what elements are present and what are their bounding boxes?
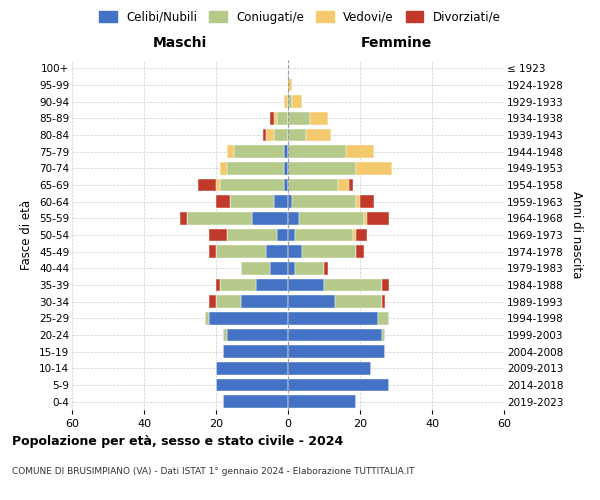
Bar — [288, 112, 310, 124]
Bar — [288, 96, 292, 108]
Bar — [288, 179, 338, 192]
Bar — [378, 312, 389, 324]
Bar — [252, 212, 288, 224]
Bar — [306, 129, 331, 141]
Bar — [288, 246, 302, 258]
Bar — [209, 296, 216, 308]
Bar — [241, 296, 288, 308]
Bar — [338, 179, 349, 192]
Bar — [292, 196, 356, 208]
Bar — [230, 196, 274, 208]
Bar — [288, 196, 292, 208]
Bar — [220, 179, 284, 192]
Bar — [234, 146, 284, 158]
Bar — [227, 162, 284, 174]
Bar — [356, 196, 360, 208]
Bar — [382, 329, 385, 341]
Bar — [349, 179, 353, 192]
Bar — [256, 279, 288, 291]
Bar — [284, 162, 288, 174]
Bar — [220, 279, 256, 291]
Bar — [198, 179, 216, 192]
Bar — [335, 296, 382, 308]
Bar — [356, 229, 367, 241]
Bar — [288, 146, 346, 158]
Bar — [288, 379, 389, 391]
Bar — [356, 162, 392, 174]
Bar — [382, 296, 385, 308]
Bar — [209, 312, 288, 324]
Bar — [277, 229, 288, 241]
Bar — [288, 396, 356, 408]
Bar — [324, 262, 328, 274]
Bar — [284, 96, 288, 108]
Bar — [360, 196, 374, 208]
Bar — [364, 212, 367, 224]
Bar — [180, 212, 187, 224]
Bar — [263, 129, 266, 141]
Bar — [324, 279, 382, 291]
Bar — [288, 312, 378, 324]
Bar — [227, 146, 234, 158]
Bar — [292, 96, 302, 108]
Bar — [209, 229, 227, 241]
Bar — [216, 279, 220, 291]
Bar — [288, 329, 382, 341]
Bar — [216, 362, 288, 374]
Bar — [223, 346, 288, 358]
Bar — [227, 329, 288, 341]
Bar — [295, 262, 324, 274]
Bar — [295, 229, 353, 241]
Bar — [288, 229, 295, 241]
Bar — [288, 212, 299, 224]
Bar — [216, 246, 266, 258]
Bar — [187, 212, 252, 224]
Bar — [288, 262, 295, 274]
Bar — [367, 212, 389, 224]
Bar — [266, 246, 288, 258]
Bar — [227, 229, 277, 241]
Bar — [274, 196, 288, 208]
Bar — [382, 279, 389, 291]
Bar — [216, 179, 220, 192]
Bar — [346, 146, 374, 158]
Bar — [288, 79, 292, 92]
Bar — [274, 129, 288, 141]
Bar — [302, 246, 356, 258]
Text: Femmine: Femmine — [361, 36, 431, 50]
Bar — [270, 262, 288, 274]
Bar — [353, 229, 356, 241]
Bar — [288, 346, 385, 358]
Y-axis label: Anni di nascita: Anni di nascita — [570, 192, 583, 278]
Bar — [284, 146, 288, 158]
Bar — [270, 112, 274, 124]
Text: Maschi: Maschi — [153, 36, 207, 50]
Bar — [209, 246, 216, 258]
Bar — [284, 179, 288, 192]
Bar — [288, 279, 324, 291]
Bar — [216, 379, 288, 391]
Bar — [266, 129, 274, 141]
Bar — [223, 329, 227, 341]
Bar — [356, 246, 364, 258]
Legend: Celibi/Nubili, Coniugati/e, Vedovi/e, Divorziati/e: Celibi/Nubili, Coniugati/e, Vedovi/e, Di… — [95, 6, 505, 28]
Bar — [223, 396, 288, 408]
Bar — [288, 362, 371, 374]
Bar — [288, 296, 335, 308]
Bar — [216, 196, 230, 208]
Bar — [220, 162, 227, 174]
Bar — [277, 112, 288, 124]
Bar — [299, 212, 364, 224]
Bar — [205, 312, 209, 324]
Bar — [288, 162, 356, 174]
Text: Popolazione per età, sesso e stato civile - 2024: Popolazione per età, sesso e stato civil… — [12, 435, 343, 448]
Bar — [216, 296, 241, 308]
Bar — [288, 129, 306, 141]
Y-axis label: Fasce di età: Fasce di età — [20, 200, 34, 270]
Bar — [310, 112, 328, 124]
Text: COMUNE DI BRUSIMPIANO (VA) - Dati ISTAT 1° gennaio 2024 - Elaborazione TUTTITALI: COMUNE DI BRUSIMPIANO (VA) - Dati ISTAT … — [12, 468, 415, 476]
Bar — [274, 112, 277, 124]
Bar — [241, 262, 270, 274]
